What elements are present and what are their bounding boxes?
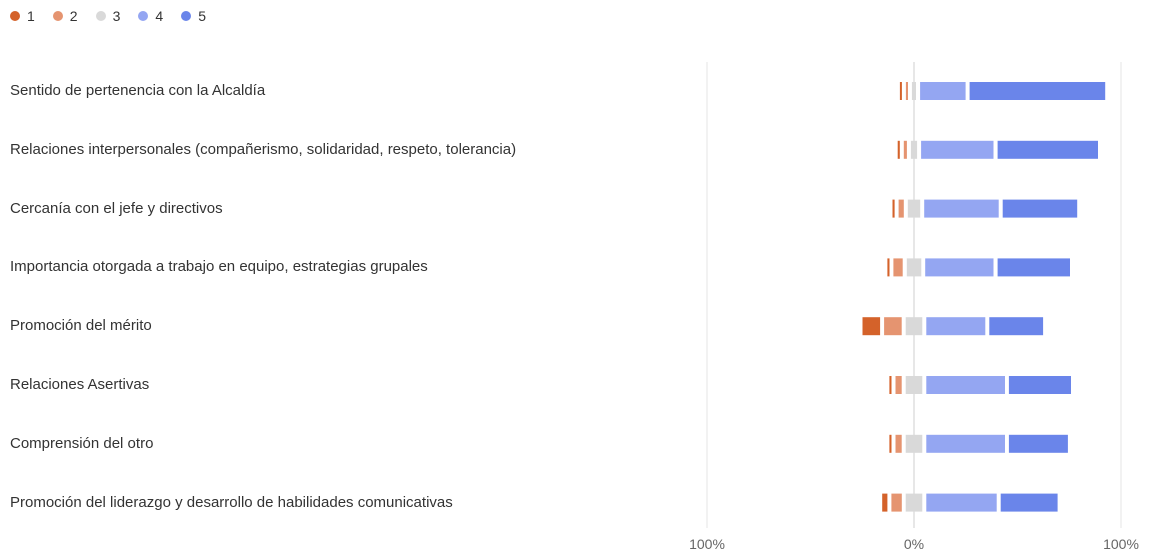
row-label: Relaciones Asertivas — [10, 376, 150, 393]
bar-segment-2[interactable] — [884, 317, 902, 336]
row-labels: Sentido de pertenencia con la Alcaldía Re… — [10, 0, 570, 552]
bar-segment-3[interactable] — [905, 493, 923, 512]
bar-segment-5[interactable] — [1002, 199, 1078, 218]
legend-swatch — [138, 11, 149, 21]
bar-segment-2[interactable] — [905, 82, 908, 100]
row-label: Promoción del mérito — [10, 317, 152, 335]
bar-segment-1[interactable] — [862, 317, 881, 336]
bar-segment-2[interactable] — [903, 140, 907, 159]
bar-segment-3[interactable] — [907, 199, 921, 218]
legend-label: 3 — [112, 8, 121, 24]
bar-segment-2[interactable] — [893, 258, 903, 277]
row-label: Promoción del liderazgo y desarrollo de … — [10, 493, 453, 511]
bar-segment-5[interactable] — [1000, 493, 1058, 512]
row-label: Cercanía con el jefe y directivos — [10, 199, 223, 217]
bar-segment-2[interactable] — [898, 199, 904, 218]
bar-segment-5[interactable] — [989, 317, 1044, 336]
row-label: Comprensión del otro — [10, 434, 154, 452]
legend-label: 4 — [155, 8, 164, 24]
bar-segment-5[interactable] — [997, 258, 1070, 277]
bar-segment-4[interactable] — [924, 199, 999, 218]
legend-label: 5 — [198, 8, 206, 24]
bar-segment-1[interactable] — [882, 493, 888, 512]
bar-segment-1[interactable] — [887, 258, 890, 277]
legend-item-5[interactable]: 5 — [181, 8, 206, 24]
bar-segment-4[interactable] — [926, 434, 1005, 453]
bar-segment-3[interactable] — [905, 317, 923, 336]
legend-item-4[interactable]: 4 — [138, 8, 163, 24]
legend-item-1[interactable]: 1 — [10, 8, 35, 24]
bar-segment-5[interactable] — [1008, 434, 1068, 453]
legend-item-2[interactable]: 2 — [52, 8, 78, 24]
bar-segment-5[interactable] — [997, 140, 1098, 159]
legend-swatch — [52, 11, 63, 21]
row-label: Importancia otorgada a trabajo en equipo… — [10, 258, 428, 276]
legend-item-3[interactable]: 3 — [95, 8, 121, 24]
bar-segment-2[interactable] — [895, 434, 902, 453]
bar-segment-4[interactable] — [926, 317, 986, 336]
bar-segment-4[interactable] — [921, 140, 994, 159]
bar-segment-4[interactable] — [926, 493, 997, 512]
bar-segment-1[interactable] — [889, 376, 892, 394]
bar-segment-3[interactable] — [911, 82, 916, 100]
legend-label: 2 — [69, 8, 78, 24]
bar-segment-1[interactable] — [899, 82, 902, 100]
bar-segment-5[interactable] — [1008, 376, 1071, 394]
legend-swatch — [95, 11, 106, 21]
bar-segment-3[interactable] — [905, 434, 923, 453]
bar-segment-4[interactable] — [926, 376, 1005, 394]
x-tick-label: 100% — [689, 536, 725, 552]
bar-segment-3[interactable] — [910, 140, 918, 159]
bar-segment-4[interactable] — [925, 258, 994, 277]
bar-segment-3[interactable] — [906, 258, 922, 277]
x-tick-label: 0% — [904, 536, 924, 552]
bar-segment-2[interactable] — [891, 493, 902, 512]
legend-label: 1 — [27, 8, 35, 24]
chart-legend: 1 2 3 4 5 — [10, 6, 224, 26]
x-tick-label: 100% — [1103, 536, 1139, 552]
bar-segment-1[interactable] — [897, 140, 900, 159]
legend-swatch — [181, 11, 192, 21]
bar-segment-1[interactable] — [889, 434, 892, 453]
legend-swatch — [10, 11, 20, 21]
bar-segment-2[interactable] — [895, 376, 902, 394]
row-label: Relaciones interpersonales (compañerismo… — [10, 140, 517, 158]
row-label: Sentido de pertenencia con la Alcaldía — [10, 82, 266, 99]
bar-segment-4[interactable] — [920, 82, 966, 100]
bar-segment-3[interactable] — [905, 376, 923, 394]
bar-segment-1[interactable] — [892, 199, 895, 218]
bar-segment-5[interactable] — [969, 82, 1106, 100]
